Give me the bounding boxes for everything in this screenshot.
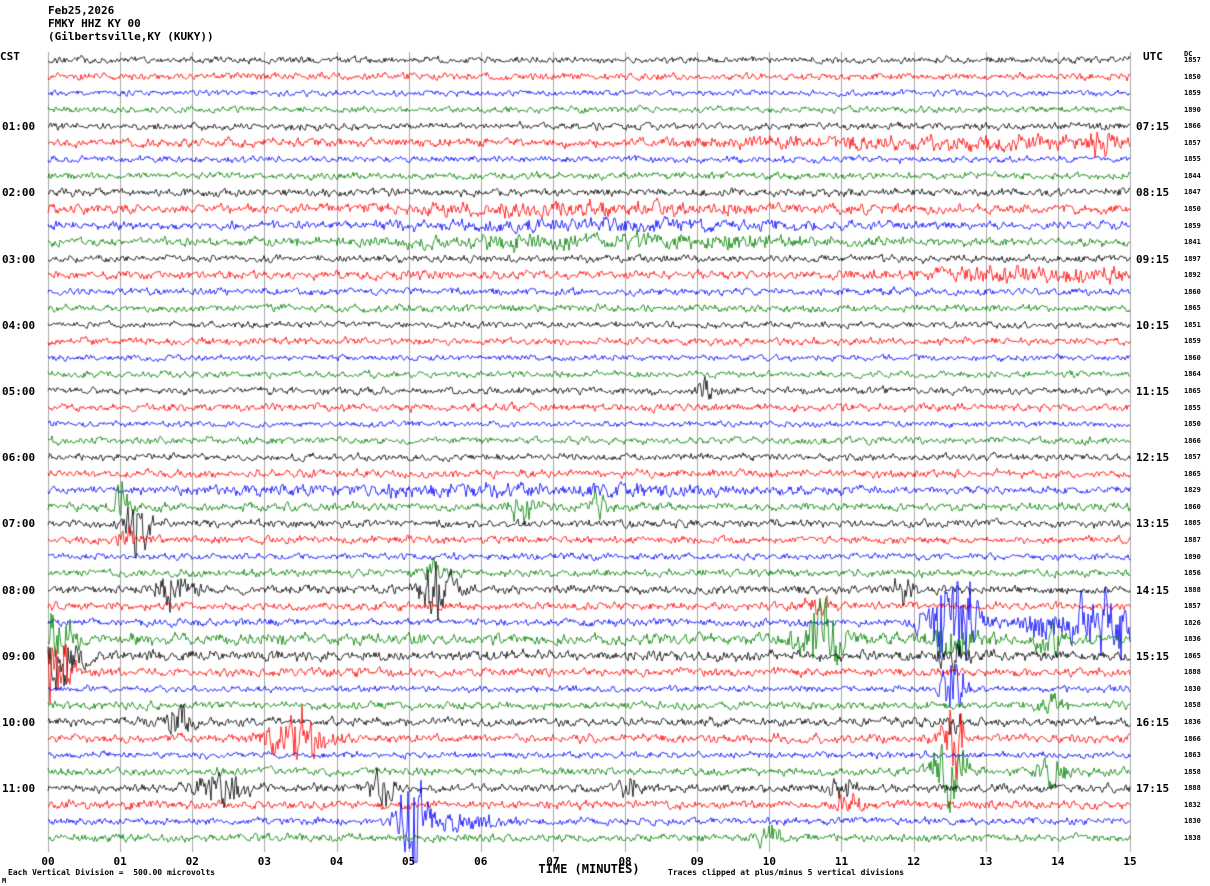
trace-scale-value: 1860 xyxy=(1184,353,1201,362)
trace-scale-value: 1885 xyxy=(1184,519,1201,528)
x-tick-label: 01 xyxy=(113,855,127,868)
cst-time-label: 08:00 xyxy=(2,583,36,597)
x-tick-label: 07 xyxy=(546,855,560,868)
trace-scale-value: 1841 xyxy=(1184,238,1201,247)
trace-scale-value: 1887 xyxy=(1184,535,1201,544)
trace-scale-value: 1855 xyxy=(1184,403,1201,412)
cst-time-label: 03:00 xyxy=(2,252,36,266)
trace-scale-value: 1830 xyxy=(1184,684,1201,693)
trace-scale-value: 1830 xyxy=(1184,817,1201,826)
trace-scale-value: 1859 xyxy=(1184,337,1201,346)
trace-scale-value: 1890 xyxy=(1184,105,1201,114)
vertical-division-note: Each Vertical Division = 500.00 microvol… xyxy=(8,868,216,877)
trace-scale-value: 1857 xyxy=(1184,138,1201,147)
cst-time-label: 02:00 xyxy=(2,186,36,200)
trace-scale-value: 1832 xyxy=(1184,800,1201,809)
trace-scale-value: 1836 xyxy=(1184,718,1201,726)
trace-scale-value: 1888 xyxy=(1184,668,1201,677)
x-tick-label: 15 xyxy=(1123,855,1137,868)
trace-scale-value: 1836 xyxy=(1184,635,1201,644)
trace-scale-value: 1838 xyxy=(1184,833,1201,842)
trace-scale-value: 1859 xyxy=(1184,221,1201,230)
trace-scale-value: 1865 xyxy=(1184,651,1201,660)
trace-scale-value: 1826 xyxy=(1184,618,1201,627)
trace-scale-value: 1866 xyxy=(1184,436,1201,445)
cst-time-label: 05:00 xyxy=(2,385,36,398)
station-label: FMKY HHZ KY 00 xyxy=(48,17,141,30)
x-tick-label: 06 xyxy=(474,855,488,868)
x-tick-label: 13 xyxy=(979,855,993,868)
trace-scale-value: 1844 xyxy=(1184,171,1201,180)
utc-time-label: 10:15 xyxy=(1136,318,1170,332)
trace-scale-value: 1857 xyxy=(1184,453,1201,462)
utc-time-label: 11:15 xyxy=(1136,385,1170,398)
trace-scale-value: 1888 xyxy=(1184,784,1201,793)
utc-time-label: 16:15 xyxy=(1136,716,1170,729)
x-tick-label: 04 xyxy=(329,855,344,868)
x-tick-label: 11 xyxy=(834,855,849,868)
x-tick-label: 09 xyxy=(690,855,704,868)
trace-scale-value: 1851 xyxy=(1184,320,1201,329)
x-tick-label: 10 xyxy=(762,855,776,868)
cst-axis-header: CST xyxy=(0,50,20,63)
trace-scale-value: 1888 xyxy=(1184,585,1201,594)
trace-scale-value: 1856 xyxy=(1184,569,1201,578)
utc-time-label: 08:15 xyxy=(1136,186,1170,200)
cst-time-label: 01:00 xyxy=(2,120,36,134)
x-axis-title: TIME (MINUTES) xyxy=(538,862,640,876)
trace-scale-value: 1890 xyxy=(1184,552,1201,561)
utc-axis-header: UTC xyxy=(1143,50,1163,63)
trace-scale-value: 1860 xyxy=(1184,287,1201,296)
clipping-note: Traces clipped at plus/minus 5 vertical … xyxy=(668,868,905,877)
trace-scale-value: 1847 xyxy=(1184,188,1201,197)
trace-scale-value: 1850 xyxy=(1184,72,1201,81)
utc-time-label: 09:15 xyxy=(1136,252,1170,266)
trace-scale-value: 1865 xyxy=(1184,304,1201,313)
dc-label: DC xyxy=(1184,50,1193,58)
trace-scale-value: 1866 xyxy=(1184,734,1201,743)
cst-time-label: 11:00 xyxy=(2,782,36,796)
utc-time-label: 12:15 xyxy=(1136,451,1170,465)
trace-scale-value: 1857 xyxy=(1184,602,1201,611)
trace-scale-value: 1865 xyxy=(1184,387,1201,395)
trace-scale-value: 1866 xyxy=(1184,122,1201,131)
trace-scale-value: 1897 xyxy=(1184,254,1201,263)
cst-time-label: 06:00 xyxy=(2,451,36,465)
trace-scale-value: 1864 xyxy=(1184,370,1201,379)
x-tick-label: 02 xyxy=(185,855,199,868)
utc-time-label: 17:15 xyxy=(1136,782,1170,796)
utc-time-label: 07:15 xyxy=(1136,120,1170,134)
trace-scale-value: 1859 xyxy=(1184,89,1201,98)
trace-scale-value: 1892 xyxy=(1184,271,1201,280)
x-tick-label: 03 xyxy=(257,855,272,868)
cst-time-label: 04:00 xyxy=(2,318,36,332)
trace-scale-value: 1850 xyxy=(1184,420,1201,429)
trace-scale-value: 1863 xyxy=(1184,751,1201,760)
utc-time-label: 14:15 xyxy=(1136,583,1170,597)
trace-scale-value: 1858 xyxy=(1184,767,1201,776)
cst-time-label: 07:00 xyxy=(2,517,36,531)
trace-scale-value: 1858 xyxy=(1184,701,1201,710)
x-tick-label: 08 xyxy=(618,855,632,868)
utc-time-label: 13:15 xyxy=(1136,517,1170,531)
x-tick-label: 12 xyxy=(906,855,921,868)
trace-scale-value: 1857 xyxy=(1184,56,1201,64)
trace-scale-value: 1865 xyxy=(1184,469,1201,478)
date-label: Feb25,2026 xyxy=(48,4,115,17)
trace-scale-value: 1855 xyxy=(1184,155,1201,164)
x-tick-label: 05 xyxy=(402,855,416,868)
corner-mark: M xyxy=(2,877,7,885)
x-tick-label: 00 xyxy=(41,855,55,868)
location-label: (Gilbertsville,KY (KUKY)) xyxy=(48,30,214,43)
cst-time-label: 10:00 xyxy=(2,716,36,729)
x-tick-label: 14 xyxy=(1051,855,1065,868)
trace-scale-value: 1860 xyxy=(1184,502,1201,511)
cst-time-label: 09:00 xyxy=(2,649,36,663)
trace-scale-value: 1850 xyxy=(1184,204,1201,213)
utc-time-label: 15:15 xyxy=(1136,649,1170,663)
trace-scale-value: 1829 xyxy=(1184,486,1201,495)
